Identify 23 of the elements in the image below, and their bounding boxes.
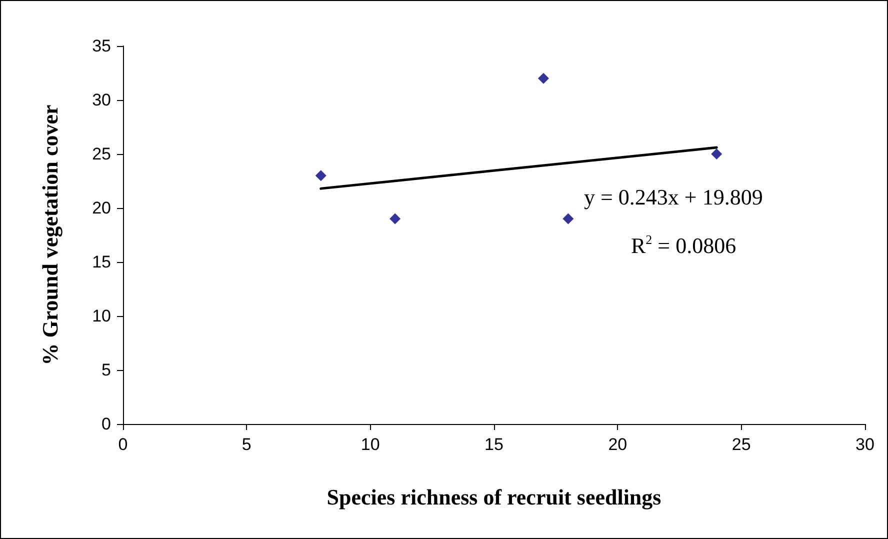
- x-tick-label: 30: [856, 435, 874, 454]
- x-tick-label: 25: [732, 435, 751, 454]
- annotation: y = 0.243x + 19.809: [584, 184, 763, 210]
- y-tick-label: 35: [92, 36, 111, 56]
- y-tick-label: 30: [92, 90, 111, 110]
- x-tick-label: 20: [608, 435, 628, 454]
- point: [711, 148, 722, 160]
- y-axis-title: % Ground vegetation cover: [38, 104, 62, 366]
- y-tick-label: 10: [92, 306, 111, 326]
- y-tick-label: 20: [92, 198, 111, 218]
- y-tick-label: 25: [92, 144, 111, 164]
- point: [538, 72, 549, 84]
- y-tick-label: 0: [102, 414, 111, 434]
- x-tick-label: 5: [242, 435, 252, 454]
- x-tick-label: 15: [484, 435, 504, 454]
- x-axis-title: Species richness of recruit seedlings: [326, 484, 662, 510]
- point: [315, 170, 326, 182]
- x-tick-label: 10: [360, 435, 380, 454]
- y-tick-label: 5: [102, 360, 111, 380]
- y-tick-label: 15: [92, 252, 111, 272]
- x-tick-label: 0: [118, 435, 128, 454]
- point: [562, 213, 574, 224]
- point: [390, 213, 401, 224]
